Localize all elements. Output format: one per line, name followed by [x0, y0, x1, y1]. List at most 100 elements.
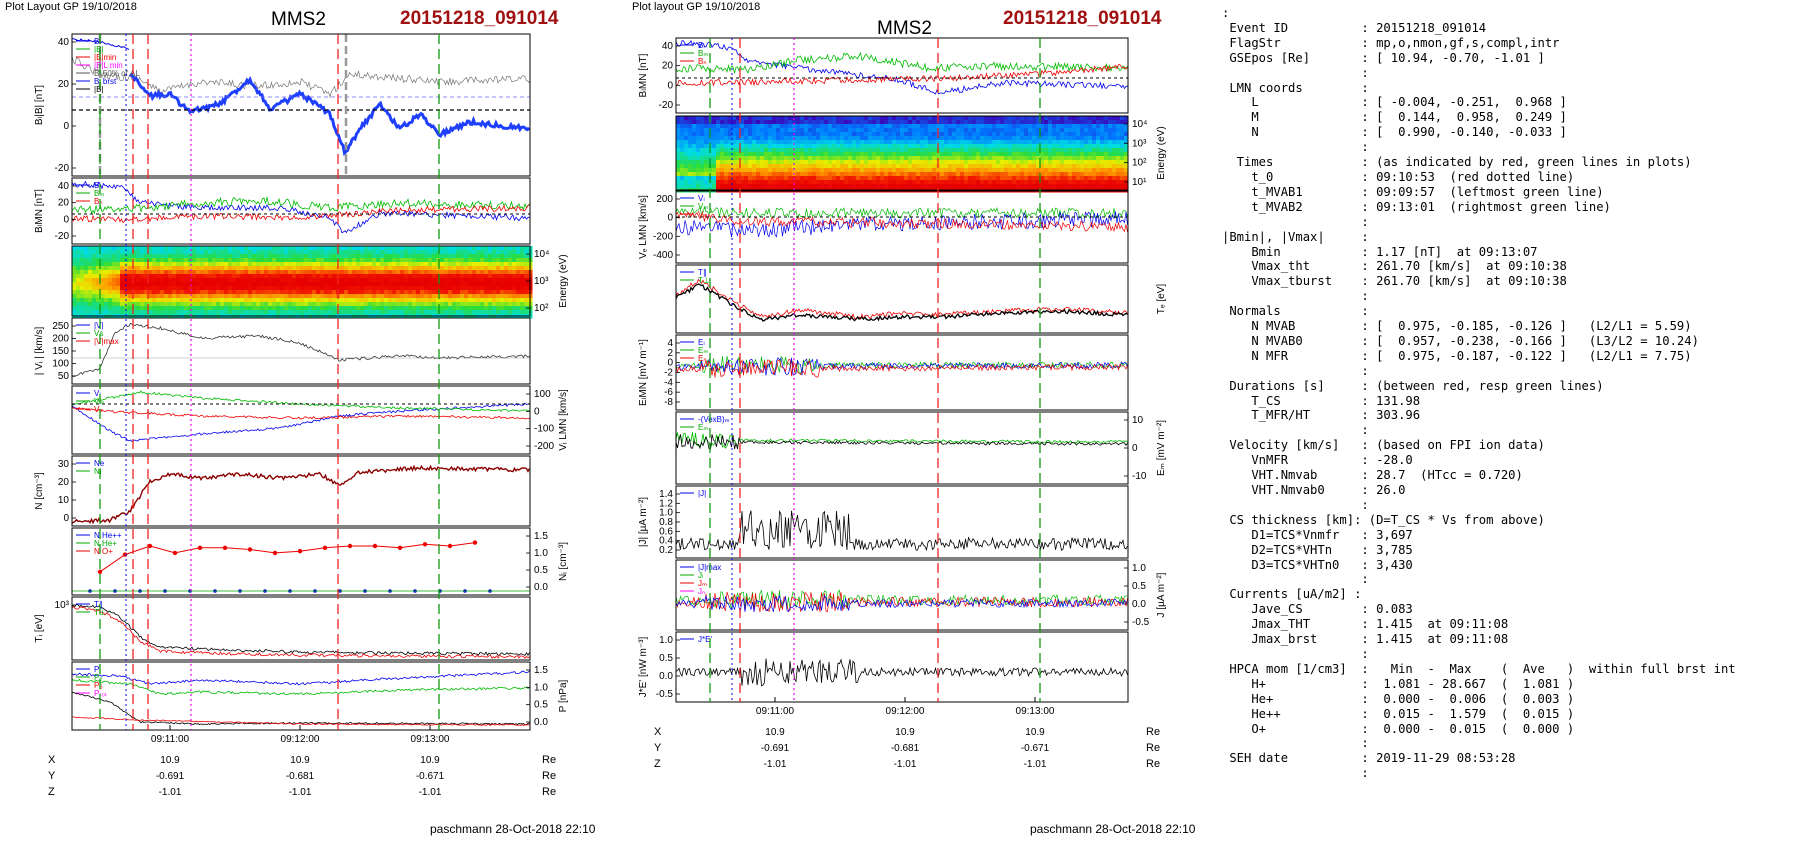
left-panel-7-ytick: 10³ — [55, 600, 70, 611]
right-p7-JN — [675, 591, 1128, 613]
left-panel-2-ytick: 10² — [534, 303, 549, 314]
right-p0-BM — [675, 51, 1128, 74]
event-info-text: : Event ID : 20151218_091014 FlagStr : m… — [1222, 6, 1736, 781]
right-plot-header: Plot layout GP 19/10/2018 — [632, 1, 761, 13]
right-panel-4-ytick: 0 — [667, 358, 673, 369]
right-panel-4-ytick: 2 — [667, 348, 673, 359]
right-panel-7-ytick: 0.5 — [1132, 581, 1146, 592]
left-p6-HeHH-point — [372, 543, 378, 549]
left-coord-unit: Re — [542, 786, 556, 798]
right-panel-5-ytick: -10 — [1132, 471, 1147, 482]
left-coord-unit: Re — [542, 770, 556, 782]
left-p5-N — [71, 464, 531, 525]
right-panel-7-ylabel: J [µA m⁻²] — [1156, 572, 1167, 617]
right-panel-6-ytick: 0.6 — [659, 526, 673, 537]
left-p8-PB — [72, 692, 530, 726]
left-panel-4-legend: Vₙ — [94, 405, 103, 414]
left-panel-4-ytick: -200 — [534, 441, 554, 452]
left-panel-4-legend: Vₘ — [94, 397, 104, 406]
right-p6-Jabs — [675, 509, 1128, 552]
left-plot-header: Plot Layout GP 19/10/2018 — [5, 1, 137, 13]
right-time-tick: 09:11:00 — [756, 706, 795, 717]
left-p6-HeHH-point — [347, 543, 353, 549]
right-panel-4-ytick: -6 — [664, 387, 673, 398]
left-panel-8-ytick: 0.0 — [534, 717, 548, 728]
right-panel-8-ytick: 0.5 — [659, 653, 673, 664]
left-spacecraft-label: MMS2 — [271, 9, 326, 30]
right-panel-0-ytick: 0 — [667, 80, 673, 91]
right-panel-6-ytick: 1.0 — [659, 508, 673, 519]
right-panel-5-ylabel: Eₘ [mV m⁻²] — [1156, 420, 1167, 476]
right-panel-5-ytick: 10 — [1132, 415, 1144, 426]
right-panel-7-frame — [675, 559, 1129, 631]
left-panel-4-ylabel: Vᵢ LMN [km/s] — [558, 389, 569, 451]
right-panel-8-ytick: -0.5 — [656, 689, 674, 700]
right-coord-value: -0.681 — [891, 743, 920, 754]
left-p6-HeHH-point — [172, 550, 178, 556]
left-panel-6-ytick: 0.0 — [534, 582, 548, 593]
right-panel-2-ytick: 200 — [656, 194, 673, 205]
right-panel-8-frame — [675, 631, 1129, 703]
left-p6-HeHH-point — [247, 547, 253, 552]
right-coord-value: -0.671 — [1021, 743, 1050, 754]
left-panel-0-ytick: 40 — [58, 37, 70, 48]
right-panel-1-ytick: 10⁴ — [1132, 119, 1147, 130]
right-panel-6-ylabel: |J| [µA m⁻²] — [638, 497, 649, 547]
right-panel-0-ytick: 20 — [662, 61, 674, 72]
left-p3-Vabs — [71, 322, 530, 378]
left-panel-0-ytick: -20 — [55, 163, 70, 174]
left-coord-value: 10.9 — [160, 755, 180, 766]
left-panel-3-legend: Vs — [94, 329, 103, 338]
right-panel-0-ytick: -20 — [659, 100, 674, 111]
left-panel-6-ylabel: Nᵢ [cm⁻³] — [558, 542, 569, 581]
right-coord-unit: Re — [1146, 758, 1160, 770]
left-panel-2-ytick: 10³ — [534, 276, 549, 287]
right-panel-2-ytick: -400 — [653, 250, 673, 261]
left-panel-1-ytick: 40 — [58, 181, 70, 192]
right-event-id: 20151218_091014 — [1003, 8, 1162, 29]
right-coord-value: 10.9 — [895, 727, 915, 738]
right-panel-4-legend: Eₘ — [698, 346, 708, 355]
right-panel-1-ytick: 10³ — [1132, 138, 1147, 149]
right-panel-4-ytick: -8 — [664, 397, 673, 408]
right-panel-3-frame — [675, 264, 1129, 334]
left-panel-8-legend: Pᵢ — [94, 665, 101, 674]
left-p8-Pe — [72, 716, 530, 726]
right-coord-label: X — [654, 726, 662, 738]
left-panel-3-ytick: 150 — [52, 346, 69, 357]
left-panel-3-ytick: 250 — [52, 321, 69, 332]
right-panel-0-legend: Bₙ — [698, 57, 707, 66]
left-panel-0-legend: Bₗ 50% of ΔL — [94, 69, 140, 78]
left-p6-HeHH-point — [197, 545, 203, 550]
left-panel-8-frame — [71, 661, 531, 731]
left-panel-3-legend: |V| — [94, 321, 104, 330]
right-panel-1-ytick: 10¹ — [1132, 177, 1147, 188]
right-p4-EN — [675, 359, 1128, 378]
left-ion-spectrogram — [72, 246, 533, 319]
right-panel-1-frame — [675, 115, 1129, 191]
right-panel-2-legend: Vₙ — [698, 210, 707, 219]
left-p6-HeHH-point — [422, 542, 428, 547]
left-coord-value: -0.671 — [416, 771, 445, 782]
right-panel-3-ylabel: Tₑ [eV] — [1156, 284, 1167, 315]
left-panel-4-ytick: 0 — [534, 406, 540, 417]
right-p0-BN — [675, 64, 1128, 87]
right-panel-0-ylabel: BₗMN [nT] — [638, 53, 649, 97]
right-panel-5-legend: Eₘ — [698, 423, 708, 432]
left-p7-Tpar — [71, 606, 530, 659]
right-panel-2-ytick: -200 — [653, 231, 673, 242]
right-p2-VN — [675, 211, 1128, 233]
left-p4-VM — [71, 390, 530, 413]
right-coord-label: Y — [654, 742, 662, 754]
left-coord-value: -1.01 — [289, 787, 312, 798]
left-p6-HeHH-point — [447, 543, 453, 549]
right-coord-value: -1.01 — [764, 759, 787, 770]
left-panel-1-ytick: 20 — [58, 198, 70, 209]
left-p6-HeHH-point — [472, 540, 478, 545]
left-panel-0-legend: |B|L min — [94, 61, 123, 70]
right-panel-6-ytick: 0.2 — [659, 545, 673, 556]
left-p6-HeHH-point — [297, 549, 303, 554]
right-panel-2-ylabel: Vₑ LMN [km/s] — [638, 195, 649, 259]
right-time-tick: 09:13:00 — [1016, 706, 1055, 717]
